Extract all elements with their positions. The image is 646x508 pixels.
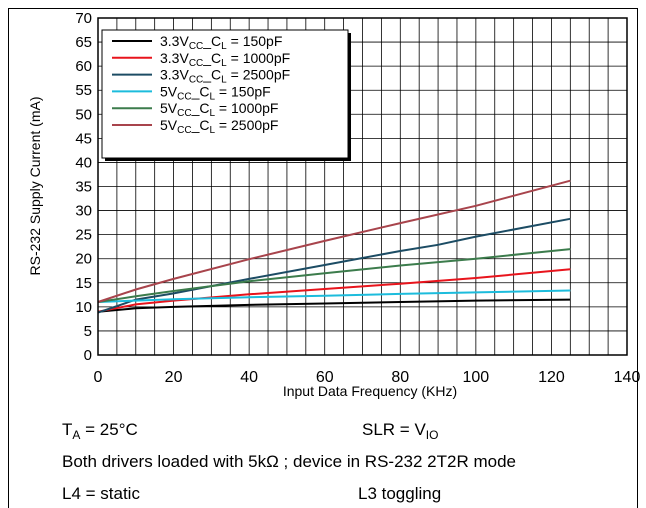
legend-label-3: 3.3VCC_CL = 2500pF	[160, 67, 290, 86]
y-tick-label: 40	[75, 154, 92, 171]
y-tick-label: 15	[75, 275, 92, 292]
y-axis-label: RS-232 Supply Current (mA)	[27, 97, 43, 276]
x-tick-label: 100	[463, 369, 490, 386]
series-line-6	[97, 179, 571, 303]
y-tick-label: 30	[75, 203, 92, 220]
plot-border	[97, 17, 628, 356]
x-tick-label: 40	[240, 369, 258, 386]
x-tick-label: 20	[165, 369, 183, 386]
y-tick-label: 50	[75, 106, 92, 123]
x-tick-label: 60	[316, 369, 334, 386]
ta-note: TA = 25°C	[62, 420, 138, 442]
series-layer	[97, 179, 571, 314]
x-tick-labels: 0 20 40 60 80 100 120 140	[94, 369, 641, 386]
y-tick-label: 25	[75, 227, 92, 244]
l3-note: L3 toggling	[358, 484, 442, 503]
slr-note: SLR = VIO	[362, 420, 439, 442]
series-line-2	[97, 268, 571, 313]
figure-frame	[8, 8, 638, 508]
y-tick-label: 10	[75, 299, 92, 316]
legend-label-4: 5VCC_CL = 150pF	[160, 83, 271, 102]
y-tick-label: 5	[84, 323, 92, 340]
legend-label-1: 3.3VCC_CL = 150pF	[160, 33, 282, 52]
y-tick-label: 45	[75, 130, 92, 147]
y-tick-label: 0	[84, 347, 92, 364]
x-tick-label: 0	[94, 369, 103, 386]
legend-label-6: 5VCC_CL = 2500pF	[160, 117, 278, 136]
y-tick-labels: 0 5 10 15 20 25 30 35 40 45 50 55 60 65 70	[75, 10, 92, 364]
y-tick-label: 65	[75, 34, 92, 51]
x-axis-label: Input Data Frequency (KHz)	[283, 383, 457, 399]
y-tick-label: 60	[75, 58, 92, 75]
series-line-5	[97, 248, 571, 303]
legend-box	[101, 29, 349, 159]
y-tick-label: 55	[75, 82, 92, 99]
y-tick-label: 20	[75, 251, 92, 268]
x-tick-label: 140	[614, 369, 641, 386]
series-line-3	[97, 217, 571, 314]
y-tick-label: 70	[75, 10, 92, 27]
legend-label-2: 3.3VCC_CL = 1000pF	[160, 50, 290, 69]
x-tick-label: 80	[391, 369, 409, 386]
y-tick-label: 35	[75, 179, 92, 196]
drivers-note: Both drivers loaded with 5kΩ ; device in…	[62, 452, 516, 471]
l4-note: L4 = static	[62, 484, 140, 503]
series-line-4	[97, 289, 571, 303]
supply-current-chart: 0 20 40 60 80 100 120 140 0 5 10 15 20 25 30 35 40 45 50 5…	[27, 10, 641, 399]
series-line-1	[97, 298, 571, 313]
x-tick-label: 120	[538, 369, 565, 386]
legend-label-5: 5VCC_CL = 1000pF	[160, 100, 278, 119]
